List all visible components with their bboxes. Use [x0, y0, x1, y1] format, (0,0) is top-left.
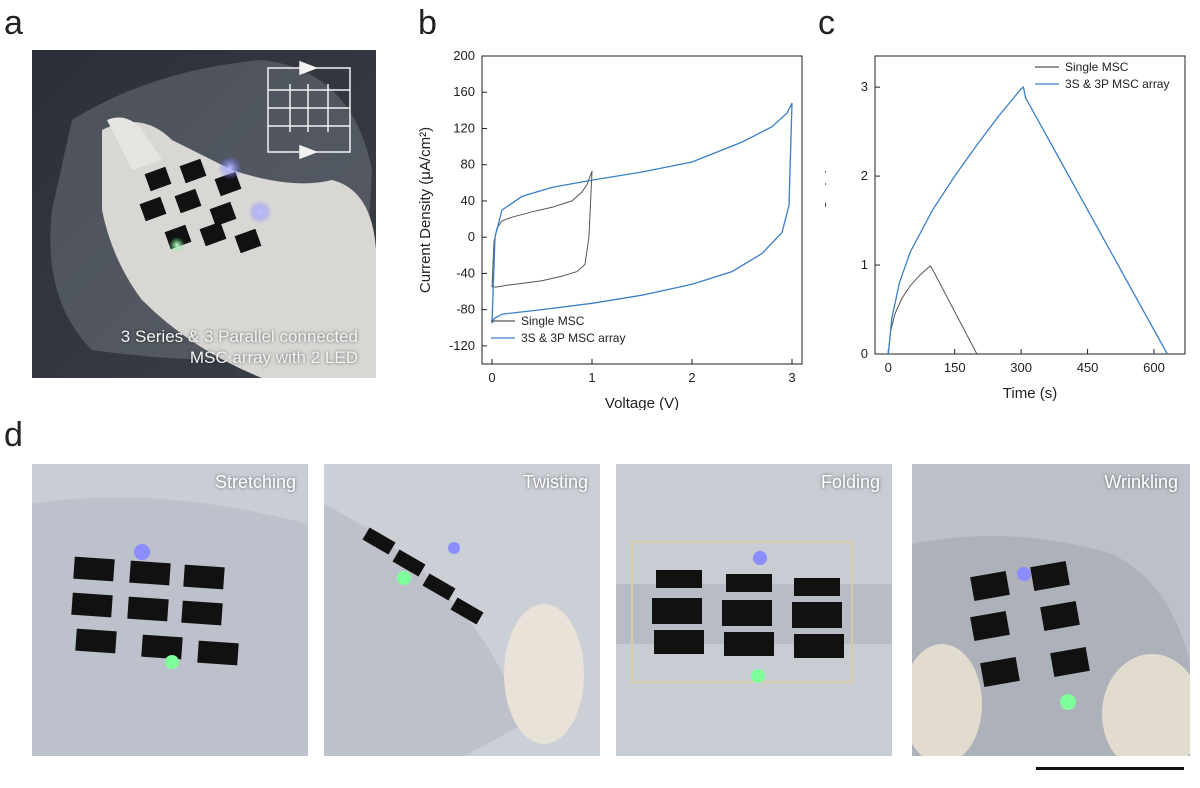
twisting-illustration [324, 464, 600, 756]
x-tick-label: 600 [1143, 360, 1165, 375]
y-tick-label: 1 [861, 257, 868, 272]
legend-entry: 3S & 3P MSC array [521, 331, 625, 345]
y-tick-label: 0 [861, 346, 868, 361]
panel-letter-c: c [818, 4, 835, 42]
plot-frame [874, 55, 1186, 355]
y-tick-label: 2 [861, 168, 868, 183]
x-tick-label: 3 [788, 370, 795, 385]
msc-array-caption: 3 Series & 3 Parallel connected MSC arra… [121, 326, 358, 369]
caption-line-1: 3 Series & 3 Parallel connected [120, 326, 358, 346]
scale-bar [1036, 767, 1184, 770]
panel-letter-d: d [4, 416, 23, 454]
x-tick-label: 0 [885, 360, 892, 375]
wrinkling-illustration [912, 464, 1190, 756]
y-tick-label: 80 [461, 157, 475, 172]
panel-letter-a: a [4, 4, 23, 42]
series-line-single-msc [887, 265, 978, 355]
panel-letter-b: b [418, 4, 437, 42]
series-line-msc-array [887, 85, 1168, 355]
x-tick-label: 1 [588, 370, 595, 385]
cv-chart: 0 1 2 3 -120 -80 -40 0 40 80 120 160 200 Voltage (V) C… [415, 40, 810, 412]
stretching-illustration [32, 464, 308, 756]
x-tick-label: 450 [1077, 360, 1099, 375]
y-tick-label: 0 [468, 229, 475, 244]
label-twisting: Twisting [522, 472, 588, 492]
circuit-diagram [267, 60, 351, 160]
series-line-msc-array [491, 102, 793, 324]
y-tick-label: -120 [449, 338, 475, 353]
x-tick-label: 300 [1010, 360, 1032, 375]
y-tick-label: 200 [453, 48, 475, 63]
y-tick-label: 160 [453, 84, 475, 99]
cv-chart-svg: 0 1 2 3 -120 -80 -40 0 40 80 120 160 200 Voltage (V) C… [417, 48, 803, 412]
photo-wrinkling: Wrinkling [912, 464, 1190, 756]
label-stretching: Stretching [214, 472, 296, 492]
caption-line-2: MSC array with 2 LED [189, 347, 358, 367]
legend-entry: Single MSC [521, 314, 585, 328]
msc-array-illustration [32, 50, 376, 378]
photo-folding: Folding [616, 464, 892, 756]
gcd-chart: 0 150 300 450 600 0 1 2 3 Time (s) Voltage (V) Sing… [810, 40, 1195, 410]
folding-illustration [616, 464, 892, 756]
msc-array-photo: 3 Series & 3 Parallel connected MSC arra… [32, 50, 376, 378]
y-tick-label: -80 [456, 302, 475, 317]
photo-stretching: Stretching [32, 464, 308, 756]
x-tick-label: 150 [944, 360, 966, 375]
x-tick-label: 2 [688, 370, 695, 385]
plot-frame [481, 55, 803, 365]
y-axis-label: Voltage (V) [825, 168, 827, 242]
legend-entry: Single MSC [1065, 60, 1129, 74]
y-axis-label: Current Density (μA/cm²) [417, 127, 434, 293]
x-tick-label: 0 [488, 370, 495, 385]
label-wrinkling: Wrinkling [1104, 472, 1178, 492]
photo-twisting: Twisting [324, 464, 600, 756]
y-tick-label: 3 [861, 79, 868, 94]
x-axis-label: Voltage (V) [605, 395, 679, 410]
gcd-chart-svg: 0 150 300 450 600 0 1 2 3 Time (s) Voltage (V) Sing… [810, 55, 1186, 402]
x-axis-label: Time (s) [1003, 385, 1057, 402]
legend-entry: 3S & 3P MSC array [1065, 77, 1169, 91]
series-line-single-msc [491, 170, 593, 288]
y-tick-label: -40 [456, 265, 475, 280]
y-tick-label: 40 [461, 193, 475, 208]
y-tick-label: 120 [453, 120, 475, 135]
label-folding: Folding [820, 472, 880, 492]
